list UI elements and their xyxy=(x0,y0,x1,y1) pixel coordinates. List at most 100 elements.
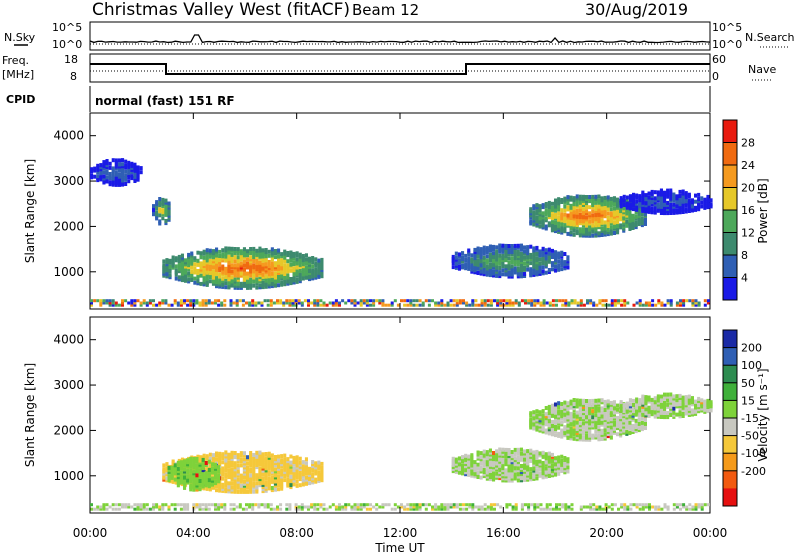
velocity-cell xyxy=(270,488,274,493)
power-cell xyxy=(578,200,582,205)
freq-label-line1: Freq. xyxy=(2,54,29,67)
velocity-cell xyxy=(703,401,707,406)
power-cell xyxy=(532,256,536,261)
power-cell xyxy=(690,204,694,209)
power-cell xyxy=(675,198,679,203)
power-cell xyxy=(127,301,131,305)
velocity-cell xyxy=(557,413,561,418)
power-cell xyxy=(635,205,639,210)
power-cell xyxy=(588,199,592,204)
power-cell xyxy=(538,214,542,219)
power-cell xyxy=(470,257,474,262)
power-cell xyxy=(93,174,97,179)
velocity-cell xyxy=(641,503,645,507)
velocity-cell xyxy=(464,460,468,464)
power-cell xyxy=(260,301,264,305)
power-cell xyxy=(446,303,450,307)
power-cell xyxy=(455,301,459,305)
power-cell xyxy=(647,195,651,200)
y-tick-label: 4000 xyxy=(53,333,84,347)
velocity-cell xyxy=(575,437,579,442)
power-cell xyxy=(252,259,256,264)
velocity-cell xyxy=(532,474,536,479)
velocity-cell xyxy=(201,460,205,464)
velocity-cell xyxy=(678,402,682,407)
velocity-cell xyxy=(498,465,502,470)
power-cell xyxy=(619,198,623,203)
power-cell xyxy=(105,161,109,166)
power-cell xyxy=(257,301,261,305)
velocity-cell xyxy=(557,431,561,436)
velocity-cell xyxy=(535,409,539,414)
power-cell xyxy=(221,278,225,283)
power-cell xyxy=(656,202,660,207)
velocity-cell xyxy=(690,412,694,417)
power-cell xyxy=(666,188,670,193)
power-cell xyxy=(218,274,222,279)
power-cell xyxy=(105,169,109,174)
velocity-cell xyxy=(211,485,215,490)
power-cell xyxy=(519,274,523,279)
power-cell xyxy=(454,255,458,260)
power-cell xyxy=(653,204,657,209)
power-cell xyxy=(613,303,617,307)
velocity-cell xyxy=(572,398,576,402)
power-cell xyxy=(643,213,647,218)
power-cell xyxy=(176,301,180,305)
power-cell xyxy=(215,247,219,252)
velocity-cell xyxy=(288,507,292,511)
velocity-cell xyxy=(687,396,691,401)
power-cell xyxy=(202,262,206,266)
velocity-cell xyxy=(314,461,318,466)
velocity-cell xyxy=(550,463,554,468)
velocity-cell xyxy=(527,507,531,511)
power-cell xyxy=(482,268,486,273)
velocity-cell xyxy=(451,458,455,463)
power-cell xyxy=(298,269,302,273)
velocity-cell xyxy=(498,447,502,452)
velocity-cell xyxy=(513,447,517,452)
velocity-cell xyxy=(519,470,523,475)
velocity-cell xyxy=(669,413,673,417)
power-cell xyxy=(215,276,219,281)
power-cell xyxy=(158,303,162,307)
velocity-cell xyxy=(246,465,250,470)
power-cell xyxy=(681,189,685,194)
velocity-cell xyxy=(292,466,296,471)
power-cell xyxy=(174,272,178,277)
velocity-cell xyxy=(519,453,523,458)
power-cell xyxy=(488,252,492,257)
power-cell xyxy=(651,299,655,303)
power-cell xyxy=(687,200,691,205)
velocity-cell xyxy=(198,505,202,509)
power-cell xyxy=(678,194,682,198)
power-cell xyxy=(187,252,191,257)
power-cell xyxy=(242,253,246,258)
velocity-cell xyxy=(669,408,673,413)
velocity-cell xyxy=(653,408,657,413)
power-cell xyxy=(211,269,215,274)
velocity-cell xyxy=(616,403,620,408)
power-cell xyxy=(492,265,496,270)
noise-left-top-tick: 10^5 xyxy=(52,21,82,34)
velocity-cell xyxy=(548,507,552,511)
velocity-cell xyxy=(93,507,97,511)
power-cell xyxy=(656,208,660,213)
velocity-cell xyxy=(597,418,601,423)
velocity-cell xyxy=(634,422,638,427)
velocity-cell xyxy=(186,505,190,509)
velocity-cell xyxy=(495,463,499,468)
velocity-cell xyxy=(249,477,253,482)
velocity-cell xyxy=(612,430,616,435)
velocity-cell xyxy=(572,400,576,405)
power-cell xyxy=(586,301,589,305)
power-cell xyxy=(162,259,166,264)
power-cell xyxy=(334,301,338,305)
power-cell xyxy=(189,303,193,307)
power-cell xyxy=(121,299,124,303)
power-cell xyxy=(479,265,483,270)
velocity-cell xyxy=(530,503,534,507)
velocity-cell xyxy=(706,503,710,507)
power-cell xyxy=(569,203,573,208)
velocity-cell xyxy=(656,406,660,411)
